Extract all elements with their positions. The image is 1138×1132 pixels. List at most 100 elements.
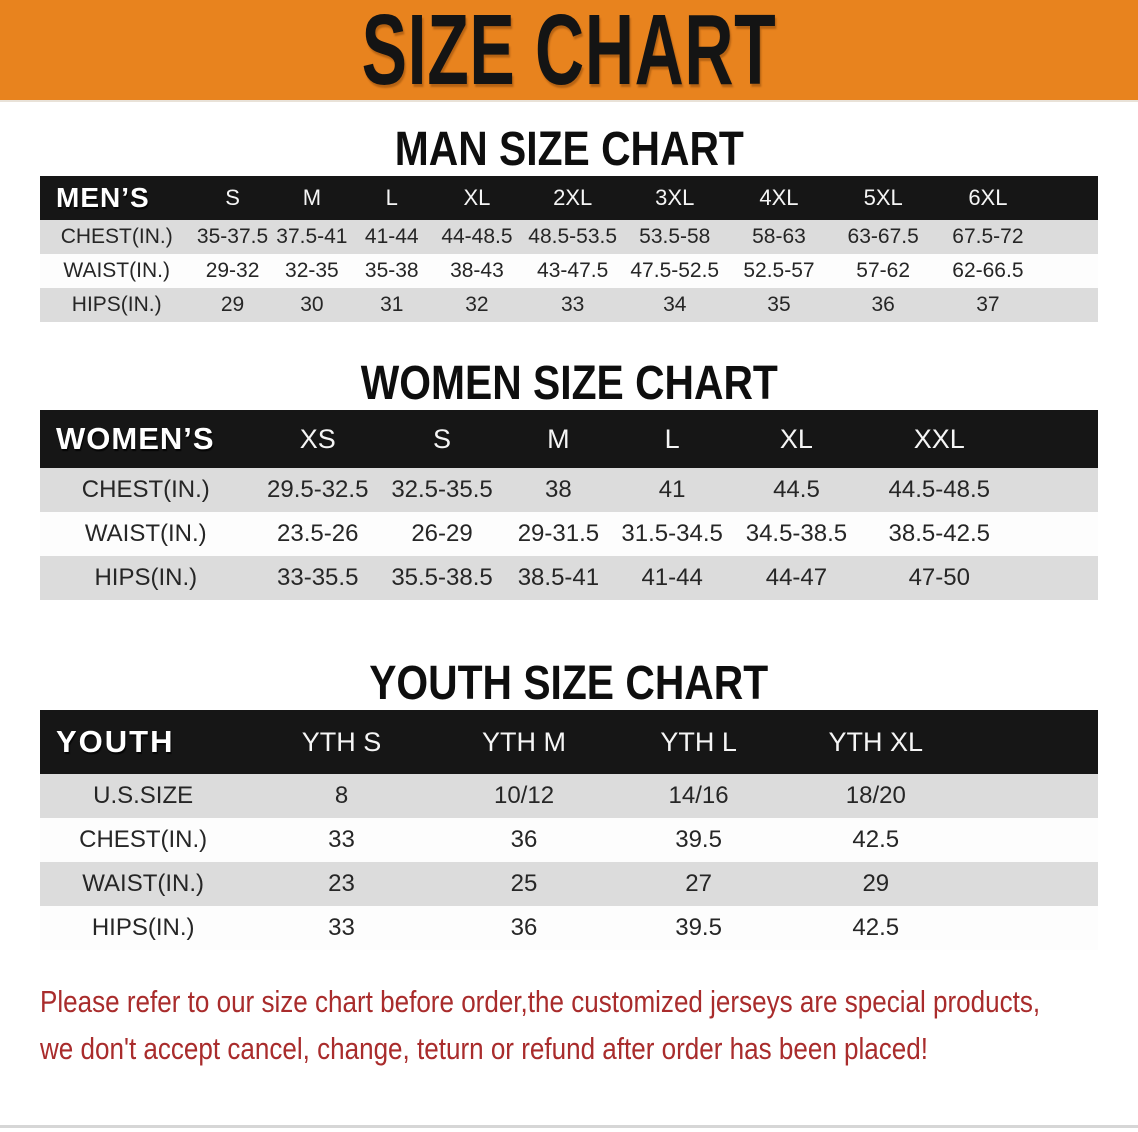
size-header-cell: YTH L: [660, 726, 737, 757]
measurement-value-cell: 36: [510, 826, 538, 853]
table-row: WAIST(IN.) 23 25 27 29: [40, 862, 1098, 906]
women-header-row: WOMEN’S XS S M L XL XXL: [40, 410, 1098, 468]
measurement-value-cell: 30: [300, 293, 324, 316]
size-header-cell: 5XL: [863, 185, 903, 210]
measurement-value-cell: 39.5: [675, 826, 722, 853]
measurement-value-cell: 29.5-32.5: [267, 476, 369, 503]
measurement-value-cell: 31.5-34.5: [621, 520, 723, 547]
measurement-value-cell: 26-29: [411, 520, 473, 547]
measurement-value-cell: 38.5-41: [517, 564, 600, 591]
disclaimer-line-2: we don't accept cancel, change, teturn o…: [40, 1031, 929, 1066]
disclaimer-line-1: Please refer to our size chart before or…: [40, 984, 1041, 1019]
measurement-value-cell: 32.5-35.5: [391, 476, 493, 503]
size-header-cell: 6XL: [968, 185, 1008, 210]
measurement-value-cell: 10/12: [493, 782, 555, 809]
men-header-row: MEN’S S M L XL 2XL 3XL 4XL 5XL 6XL: [40, 176, 1098, 220]
measurement-value-cell: 52.5-57: [743, 259, 815, 282]
size-header-cell: M: [302, 185, 322, 210]
measurement-value-cell: 31: [380, 293, 404, 316]
measurement-value-cell: 44.5: [773, 476, 820, 503]
measurement-value-cell: 33: [560, 293, 585, 316]
size-header-cell: YTH M: [482, 726, 567, 757]
disclaimer: Please refer to our size chart before or…: [40, 978, 1138, 1072]
measurement-label-cell: CHEST(IN.): [81, 476, 210, 503]
spacer-cell: [966, 818, 1098, 862]
measurement-value-cell: 14/16: [668, 782, 729, 809]
table-row: HIPS(IN.) 29 30 31 32 33 34 35 36 37: [40, 288, 1098, 322]
youth-header-label: YOUTH: [56, 724, 175, 759]
measurement-value-cell: 47.5-52.5: [630, 259, 720, 282]
size-header-cell: 4XL: [759, 185, 799, 210]
measurement-value-cell: 29: [220, 293, 245, 316]
size-header-cell: XL: [463, 185, 491, 210]
measurement-value-cell: 29-32: [205, 259, 260, 282]
measurement-value-cell: 63-67.5: [847, 225, 919, 248]
measurement-value-cell: 34: [663, 293, 687, 316]
measurement-value-cell: 33: [328, 914, 355, 941]
measurement-value-cell: 44.5-48.5: [888, 476, 990, 503]
measurement-value-cell: 44-47: [765, 564, 828, 591]
size-header-cell: YTH S: [301, 726, 382, 757]
measurement-value-cell: 27: [685, 870, 712, 897]
spacer-cell: [1013, 556, 1098, 600]
measurement-value-cell: 23: [328, 870, 355, 897]
measurement-value-cell: 18/20: [845, 782, 906, 809]
measurement-value-cell: 36: [510, 914, 538, 941]
size-header-cell: L: [385, 185, 398, 210]
measurement-value-cell: 42.5: [852, 914, 900, 941]
measurement-value-cell: 58-63: [752, 225, 806, 248]
measurement-value-cell: 48.5-53.5: [528, 225, 618, 248]
measurement-label-cell: U.S.SIZE: [93, 782, 194, 809]
size-header-cell: M: [547, 423, 570, 454]
spacer-cell: [1013, 512, 1098, 556]
measurement-value-cell: 42.5: [852, 826, 900, 853]
table-row: WAIST(IN.) 29-32 32-35 35-38 38-43 43-47…: [40, 254, 1098, 288]
measurement-value-cell: 35: [767, 293, 791, 316]
youth-section-heading: YOUTH SIZE CHART: [0, 658, 1138, 710]
measurement-value-cell: 37.5-41: [276, 225, 348, 248]
women-section-heading: WOMEN SIZE CHART: [0, 358, 1138, 410]
women-size-table: WOMEN’S XS S M L XL XXL CHEST(IN.) 29.5-…: [40, 410, 1098, 600]
measurement-value-cell: 33: [328, 826, 355, 853]
measurement-value-cell: 35-37.5: [196, 225, 269, 248]
measurement-value-cell: 35-38: [364, 259, 419, 282]
measurement-value-cell: 29-31.5: [517, 520, 600, 547]
table-row: WAIST(IN.) 23.5-26 26-29 29-31.5 31.5-34…: [40, 512, 1098, 556]
table-row: CHEST(IN.) 35-37.5 37.5-41 41-44 44-48.5…: [40, 220, 1098, 254]
measurement-value-cell: 67.5-72: [952, 225, 1024, 248]
men-size-table: MEN’S S M L XL 2XL 3XL 4XL 5XL 6XL CHEST…: [40, 176, 1098, 322]
measurement-label-cell: HIPS(IN.): [91, 914, 195, 941]
measurement-value-cell: 39.5: [675, 914, 722, 941]
measurement-value-cell: 32: [465, 293, 489, 316]
measurement-label-cell: CHEST(IN.): [60, 225, 173, 248]
measurement-value-cell: 23.5-26: [277, 520, 359, 547]
table-row: HIPS(IN.) 33 36 39.5 42.5: [40, 906, 1098, 950]
women-heading-text: WOMEN SIZE CHART: [360, 357, 778, 410]
measurement-value-cell: 25: [510, 870, 538, 897]
measurement-label-cell: CHEST(IN.): [79, 826, 208, 853]
measurement-value-cell: 32-35: [285, 259, 339, 282]
size-header-cell: 2XL: [553, 185, 593, 210]
measurement-value-cell: 33-35.5: [277, 564, 359, 591]
measurement-value-cell: 62-66.5: [952, 259, 1024, 282]
size-header-cell: YTH XL: [828, 726, 924, 757]
men-section-heading: MAN SIZE CHART: [0, 124, 1138, 176]
measurement-value-cell: 35.5-38.5: [391, 564, 493, 591]
spacer-cell: [1041, 220, 1098, 254]
youth-size-table: YOUTH YTH S YTH M YTH L YTH XL U.S.SIZE …: [40, 710, 1098, 950]
size-header-cell: XXL: [913, 423, 965, 454]
measurement-value-cell: 43-47.5: [537, 259, 609, 282]
women-header-label: WOMEN’S: [56, 421, 215, 456]
measurement-value-cell: 38.5-42.5: [888, 520, 990, 547]
size-header-cell: XL: [779, 423, 813, 454]
banner-title: SIZE CHART: [361, 0, 777, 106]
spacer-cell: [966, 862, 1098, 906]
measurement-label-cell: WAIST(IN.): [82, 870, 205, 897]
size-header-cell: S: [433, 423, 452, 454]
table-row: HIPS(IN.) 33-35.5 35.5-38.5 38.5-41 41-4…: [40, 556, 1098, 600]
table-row: CHEST(IN.) 29.5-32.5 32.5-35.5 38 41 44.…: [40, 468, 1098, 512]
measurement-value-cell: 38: [545, 476, 572, 503]
size-header-cell: XS: [299, 423, 336, 454]
youth-header-row: YOUTH YTH S YTH M YTH L YTH XL: [40, 710, 1098, 774]
